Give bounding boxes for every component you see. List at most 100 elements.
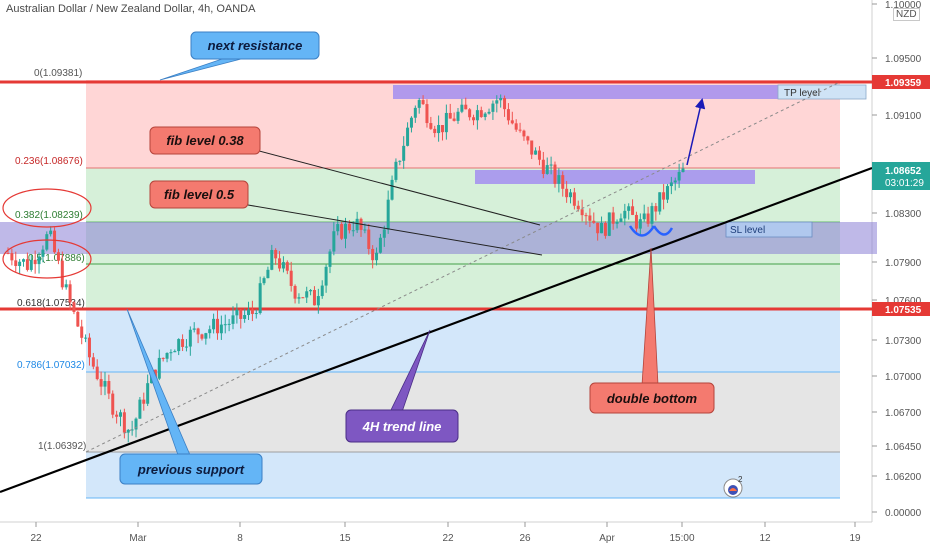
candle-body [444, 112, 448, 133]
candle-body [673, 180, 677, 183]
tp-zone[interactable] [393, 85, 778, 99]
candle-body [456, 111, 460, 121]
fib-label-0618: 0.618(1.07534) [17, 298, 85, 309]
candle-body [204, 333, 208, 339]
fib-zone-0618-0786 [86, 309, 840, 372]
candle-body [390, 179, 394, 200]
price-tick: 1.07000 [885, 372, 922, 383]
support-price-text: 1.07535 [885, 305, 922, 316]
price-axis-panel[interactable] [872, 0, 932, 550]
candle-body [518, 129, 522, 131]
fib-zone-0786-1 [86, 372, 840, 452]
candle-body [665, 186, 669, 200]
time-axis-panel[interactable] [0, 523, 932, 550]
callout-double-bottom[interactable] [589, 382, 715, 414]
callout-next-resistance[interactable] [190, 31, 320, 60]
candle-body [76, 311, 80, 327]
candle-body [650, 206, 654, 224]
candle-body [181, 339, 185, 347]
fib-label-05: 0.5(1.07886) [28, 253, 85, 264]
candle-body [409, 117, 413, 128]
candle-body [138, 399, 142, 419]
candle-body [115, 414, 119, 417]
candle-body [320, 285, 324, 297]
candle-body [638, 219, 642, 229]
candle-body [91, 357, 95, 367]
candle-body [305, 291, 309, 298]
candle-body [421, 100, 425, 105]
fib-label-0: 0(1.09381) [34, 68, 82, 79]
current-price-text: 1.08652 [885, 166, 922, 177]
candle-body [297, 297, 301, 299]
candle-body [495, 100, 499, 104]
candle-body [503, 98, 507, 110]
candle-body [607, 212, 611, 236]
callout-previous-support[interactable] [119, 453, 263, 485]
fib-label-0236: 0.236(1.08676) [15, 156, 83, 167]
candle-body [33, 259, 37, 265]
candle-body [514, 123, 518, 130]
candle-body [386, 199, 390, 230]
trend-line-4h[interactable] [0, 166, 873, 494]
time-tick: 22 [30, 533, 42, 544]
currency-unit-badge[interactable]: NZD [893, 8, 920, 21]
candle-body [80, 326, 84, 338]
candle-body [553, 164, 557, 184]
candle-body [382, 229, 386, 238]
candle-body [200, 334, 204, 339]
candle-body [425, 104, 429, 124]
candle-body [64, 284, 68, 288]
candle-body [351, 230, 355, 232]
price-tick: 0.00000 [885, 508, 922, 519]
callout-fib-038[interactable] [149, 126, 261, 155]
candle-body [235, 309, 239, 316]
candle-body [227, 323, 231, 325]
candle-body [654, 206, 658, 212]
candle-body [49, 230, 53, 235]
pointer-fib-05 [247, 204, 543, 256]
price-tick: 1.09100 [885, 111, 922, 122]
candle-body [157, 357, 161, 379]
candle-body [14, 260, 18, 266]
candle-body [161, 357, 165, 359]
candle-body [184, 346, 188, 348]
double-bottom-arc-right [652, 225, 674, 236]
candle-body [68, 284, 72, 303]
pointer-fib-038 [247, 147, 541, 226]
time-tick: 19 [849, 533, 861, 544]
candle-body [468, 109, 472, 118]
candle-body [239, 309, 243, 319]
candle-body [681, 168, 685, 173]
candle-body [537, 150, 541, 160]
candle-body [506, 109, 510, 121]
candle-body [631, 206, 635, 215]
callout-fib-038-text: fib level 0.38 [166, 133, 244, 148]
candle-body [623, 210, 627, 219]
entry-zone[interactable] [475, 170, 755, 184]
candle-body [437, 125, 441, 134]
candle-body [526, 136, 530, 141]
price-tick: 1.08300 [885, 209, 922, 220]
candle-body [472, 117, 476, 121]
callout-fib-05[interactable] [149, 180, 249, 209]
candle-body [344, 223, 347, 239]
candle-body [634, 214, 638, 229]
sl-level-box[interactable] [725, 221, 813, 238]
candle-body [60, 260, 64, 288]
candle-body [208, 329, 212, 334]
resistance-price-tag [872, 75, 930, 89]
candle-body [479, 110, 483, 118]
candle-body [584, 215, 588, 217]
candle-body [243, 315, 247, 319]
time-tick: 12 [759, 533, 771, 544]
tp-level-box[interactable] [777, 84, 867, 100]
price-tick: 1.09500 [885, 54, 922, 65]
candle-body [448, 112, 452, 119]
candle-body [332, 231, 336, 252]
callout-trend-line[interactable] [345, 409, 459, 443]
candle-body [658, 192, 662, 212]
candle-body [580, 209, 584, 216]
candle-body [22, 259, 26, 262]
